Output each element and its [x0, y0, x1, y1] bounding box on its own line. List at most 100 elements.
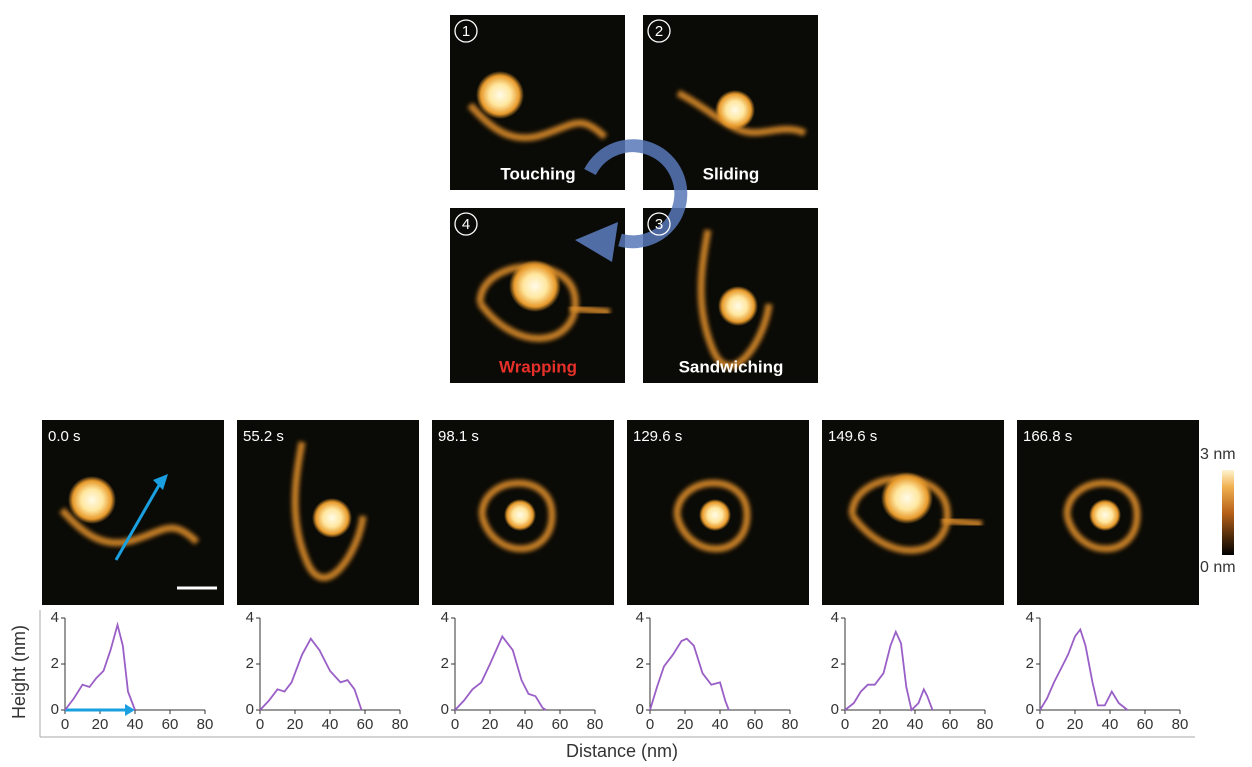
dna-strand [467, 102, 608, 142]
y-tick-label: 0 [831, 701, 839, 718]
y-tick-label: 0 [1026, 701, 1034, 718]
afm-image [822, 420, 1004, 605]
x-tick-label: 0 [256, 716, 264, 733]
x-tick-label: 60 [357, 716, 374, 733]
x-tick-label: 80 [977, 716, 994, 733]
afm-images [42, 15, 1199, 605]
x-tick-label: 0 [646, 716, 654, 733]
dna-strand [1063, 479, 1141, 553]
x-tick-label: 20 [287, 716, 304, 733]
y-tick-label: 2 [51, 655, 59, 672]
afm-image [643, 208, 818, 383]
x-tick-label: 40 [127, 716, 144, 733]
profile-arrow [114, 479, 164, 561]
x-tick-label: 20 [482, 716, 499, 733]
x-tick-label: 0 [1036, 716, 1044, 733]
protein-blob [476, 71, 524, 119]
dna-strand [59, 507, 200, 547]
colorbar-max: 3 nm [1200, 446, 1236, 463]
panel-number: 3 [655, 216, 663, 233]
x-tick-label: 40 [322, 716, 339, 733]
panel-label: Sliding [703, 164, 760, 183]
y-tick-label: 2 [831, 655, 839, 672]
y-tick-label: 0 [441, 701, 449, 718]
panel-label: Wrapping [499, 357, 577, 376]
y-tick-label: 4 [831, 609, 839, 626]
y-tick-label: 4 [246, 609, 254, 626]
protein-blob [718, 286, 758, 326]
y-tick-label: 4 [636, 609, 644, 626]
panel-label: Touching [500, 164, 575, 183]
height-profile [1039, 627, 1129, 711]
y-tick-label: 2 [1026, 655, 1034, 672]
x-tick-label: 60 [162, 716, 179, 733]
profile-arrowhead [125, 704, 135, 716]
afm-image [627, 420, 809, 605]
panel-number: 2 [655, 23, 663, 40]
protein-blob [504, 499, 536, 531]
x-tick-label: 60 [552, 716, 569, 733]
frame-time: 129.6 s [633, 428, 682, 445]
dna-strand [848, 475, 951, 554]
y-axis-label: Height (nm) [9, 625, 29, 719]
dna-strand [673, 479, 751, 553]
dna-strand [478, 479, 556, 553]
protein-blob [68, 476, 116, 524]
y-tick-label: 2 [441, 655, 449, 672]
dna-strand [676, 89, 807, 137]
number-circle [454, 212, 478, 236]
colorbar-min: 0 nm [1200, 559, 1236, 576]
image-background [42, 420, 224, 605]
height-profile [259, 637, 363, 711]
y-tick-label: 0 [636, 701, 644, 718]
panel-number: 4 [462, 216, 470, 233]
x-tick-label: 40 [517, 716, 534, 733]
dna-strand [476, 263, 579, 342]
x-tick-label: 20 [92, 716, 109, 733]
x-tick-label: 20 [1067, 716, 1084, 733]
number-circle [647, 19, 671, 43]
panel-label: Sandwiching [679, 357, 784, 376]
frame-time: 98.1 s [438, 428, 479, 445]
cycle-arrow [584, 139, 688, 249]
y-tick-label: 2 [246, 655, 254, 672]
afm-image [450, 208, 625, 383]
afm-image [432, 420, 614, 605]
x-tick-label: 80 [392, 716, 409, 733]
frame-time: 166.8 s [1023, 428, 1072, 445]
x-tick-label: 40 [1102, 716, 1119, 733]
y-tick-label: 4 [1026, 609, 1034, 626]
afm-image [450, 15, 625, 190]
protein-blob [699, 499, 731, 531]
x-tick-label: 0 [451, 716, 459, 733]
dna-strand [697, 229, 773, 369]
x-tick-label: 80 [782, 716, 799, 733]
x-axis-label: Distance (nm) [566, 741, 678, 761]
number-circle [647, 212, 671, 236]
frame-time: 149.6 s [828, 428, 877, 445]
frame-time: 55.2 s [243, 428, 284, 445]
x-tick-label: 0 [841, 716, 849, 733]
cycle-arrowhead [575, 222, 618, 262]
x-tick-label: 60 [942, 716, 959, 733]
panel-number: 1 [462, 23, 470, 40]
colorbar [1222, 470, 1234, 555]
y-tick-label: 2 [636, 655, 644, 672]
y-tick-label: 0 [246, 701, 254, 718]
dna-strand [569, 304, 611, 316]
protein-blob [509, 260, 561, 312]
height-profile [64, 621, 136, 711]
height-profile [844, 629, 934, 712]
x-tick-label: 80 [1172, 716, 1189, 733]
afm-image [237, 420, 419, 605]
protein-blob [1089, 499, 1121, 531]
dna-strand [941, 516, 983, 528]
x-tick-label: 40 [712, 716, 729, 733]
x-tick-label: 80 [197, 716, 214, 733]
x-tick-label: 0 [61, 716, 69, 733]
x-tick-label: 60 [1137, 716, 1154, 733]
frame-time: 0.0 s [48, 428, 81, 445]
afm-image [1017, 420, 1199, 605]
x-tick-label: 40 [907, 716, 924, 733]
